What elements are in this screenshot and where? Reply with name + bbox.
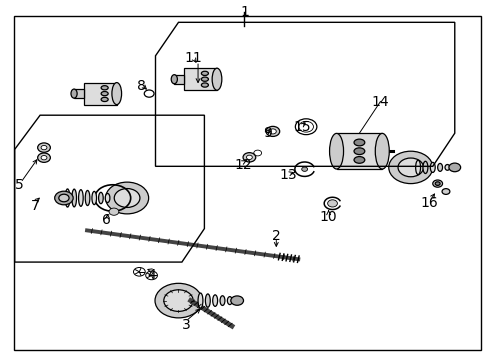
Circle shape	[41, 156, 47, 160]
Ellipse shape	[374, 134, 388, 169]
Text: 6: 6	[102, 213, 111, 227]
Circle shape	[246, 155, 252, 159]
Text: 12: 12	[234, 158, 252, 171]
FancyBboxPatch shape	[183, 68, 217, 90]
Circle shape	[448, 163, 460, 172]
Ellipse shape	[201, 77, 208, 81]
Ellipse shape	[353, 139, 364, 146]
Ellipse shape	[329, 134, 343, 169]
Circle shape	[38, 143, 50, 152]
Ellipse shape	[353, 148, 364, 154]
Text: 16: 16	[420, 197, 437, 210]
Ellipse shape	[65, 189, 70, 207]
Circle shape	[327, 200, 337, 207]
Ellipse shape	[85, 190, 90, 206]
Text: 14: 14	[371, 95, 388, 108]
Circle shape	[41, 145, 47, 150]
Text: 5: 5	[15, 179, 24, 192]
Circle shape	[59, 194, 69, 202]
Ellipse shape	[212, 295, 217, 306]
Text: 3: 3	[181, 318, 190, 332]
Ellipse shape	[227, 297, 232, 305]
Text: 10: 10	[319, 210, 337, 224]
Circle shape	[230, 296, 243, 305]
Ellipse shape	[101, 91, 108, 96]
Circle shape	[265, 126, 279, 136]
Ellipse shape	[72, 189, 76, 207]
Circle shape	[243, 153, 255, 162]
Text: 1: 1	[240, 5, 248, 18]
Text: 9: 9	[263, 126, 272, 140]
Circle shape	[434, 182, 439, 185]
Ellipse shape	[353, 157, 364, 163]
Ellipse shape	[198, 293, 203, 308]
Ellipse shape	[71, 89, 77, 98]
Circle shape	[397, 158, 423, 177]
Ellipse shape	[92, 192, 96, 204]
Ellipse shape	[220, 296, 224, 305]
Circle shape	[55, 191, 73, 205]
Circle shape	[155, 283, 202, 318]
Bar	[74, 89, 83, 98]
Circle shape	[109, 208, 119, 215]
Bar	[174, 75, 183, 84]
Ellipse shape	[429, 162, 434, 172]
Text: 15: 15	[293, 120, 310, 134]
Text: 4: 4	[147, 268, 156, 282]
Ellipse shape	[205, 294, 210, 307]
Circle shape	[388, 151, 432, 184]
Ellipse shape	[201, 71, 208, 76]
Circle shape	[38, 153, 50, 162]
Circle shape	[432, 180, 442, 187]
Circle shape	[105, 182, 148, 214]
Ellipse shape	[415, 160, 420, 175]
Circle shape	[163, 290, 193, 311]
Text: 8: 8	[137, 80, 146, 93]
Ellipse shape	[112, 82, 122, 105]
Ellipse shape	[201, 83, 208, 87]
Ellipse shape	[444, 165, 449, 170]
Ellipse shape	[422, 161, 427, 174]
FancyBboxPatch shape	[83, 82, 117, 105]
Ellipse shape	[79, 190, 83, 206]
Text: 2: 2	[271, 229, 280, 243]
Ellipse shape	[101, 86, 108, 90]
Circle shape	[114, 189, 140, 207]
Ellipse shape	[99, 192, 103, 204]
Ellipse shape	[212, 68, 222, 90]
Text: 7: 7	[31, 199, 40, 213]
Ellipse shape	[105, 193, 110, 203]
Ellipse shape	[101, 97, 108, 102]
Circle shape	[441, 189, 449, 194]
Ellipse shape	[171, 75, 177, 84]
Circle shape	[301, 167, 307, 171]
FancyBboxPatch shape	[336, 134, 382, 169]
Ellipse shape	[437, 163, 442, 171]
Text: 11: 11	[184, 51, 202, 65]
Text: 13: 13	[279, 168, 297, 181]
Circle shape	[269, 129, 276, 134]
